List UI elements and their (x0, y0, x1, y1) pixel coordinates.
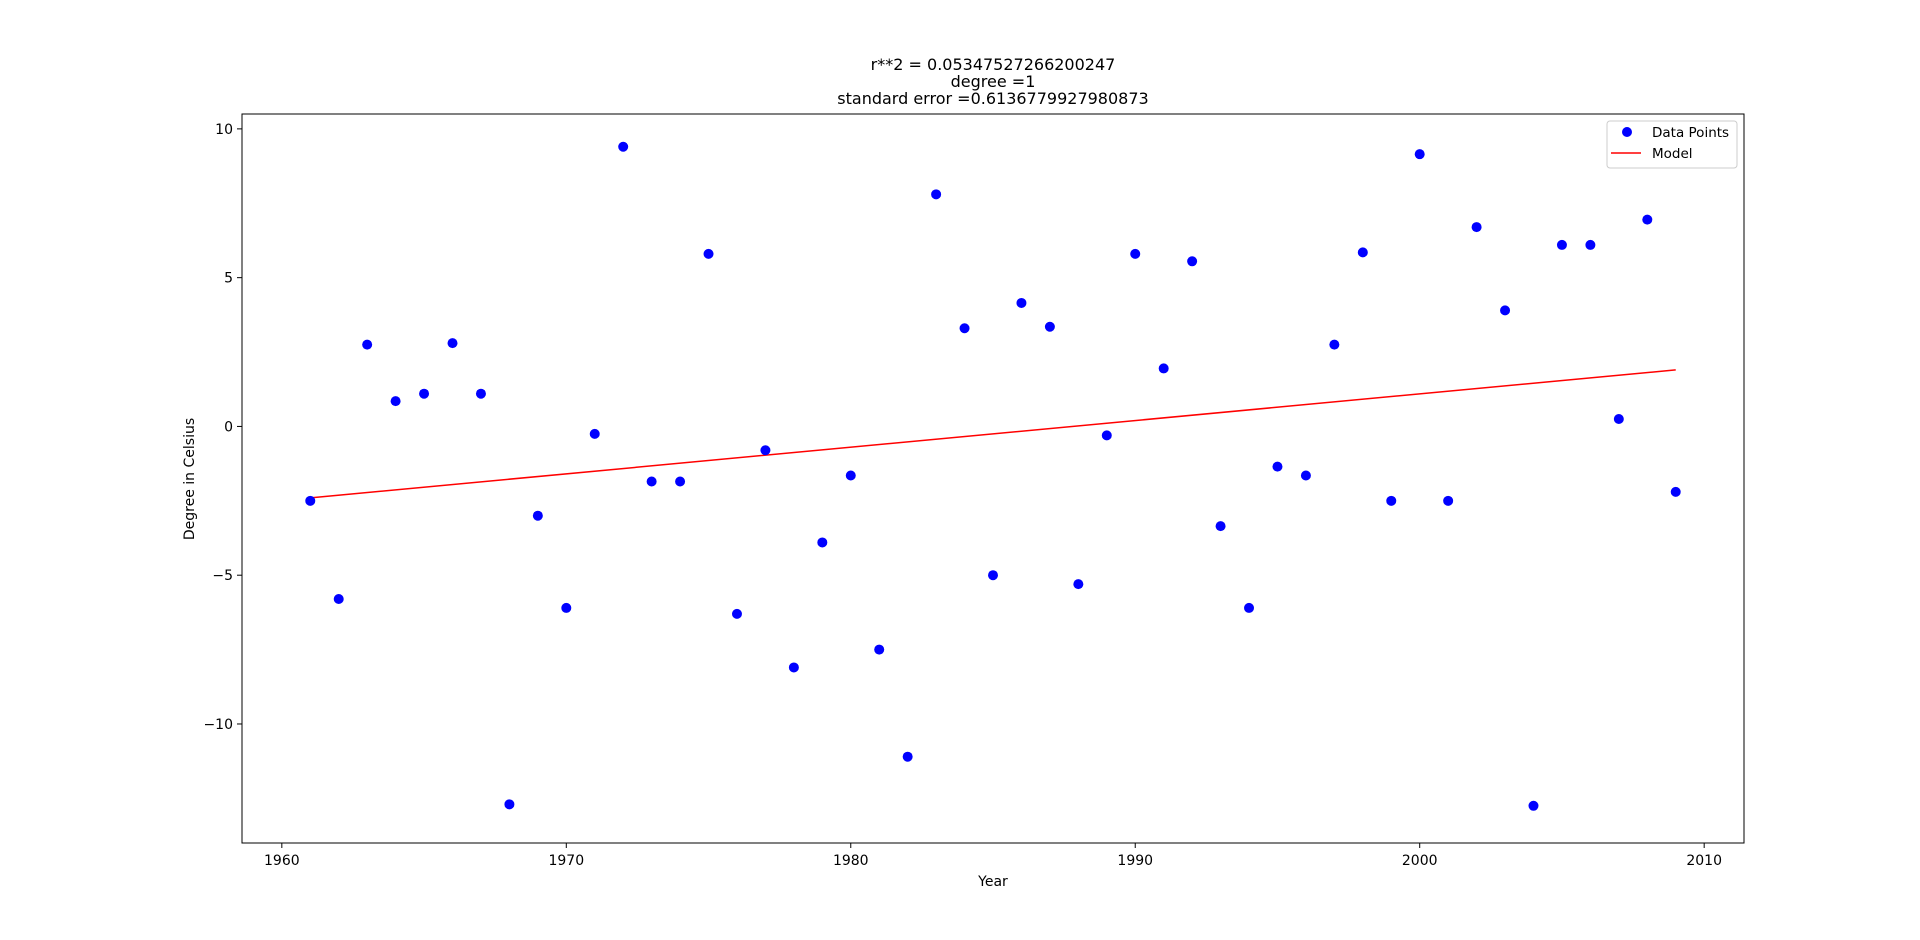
data-point-2008 (1642, 214, 1653, 225)
data-point-1990 (1130, 248, 1141, 259)
data-point-1964 (390, 396, 401, 407)
data-point-2000 (1414, 149, 1425, 160)
x-axis-ticks: 1960 1970 1980 1990 2000 2010 (264, 843, 1722, 869)
data-point-2001 (1443, 495, 1454, 506)
y-axis-ticks: 10 5 0 −5 −10 (203, 122, 242, 733)
data-point-1996 (1300, 470, 1311, 481)
data-point-1972 (618, 141, 629, 152)
legend: Data Points Model (1606, 120, 1738, 169)
data-point-1989 (1101, 430, 1112, 441)
data-point-1979 (817, 537, 828, 548)
legend-label-data-points: Data Points (1652, 125, 1729, 141)
chart-title: r**2 = 0.05347527266200247 degree =1 sta… (837, 55, 1148, 108)
data-point-1999 (1386, 495, 1397, 506)
data-point-1973 (646, 476, 657, 487)
data-point-1974 (675, 476, 686, 487)
y-tick-label-0: 0 (224, 419, 233, 435)
data-point-1963 (362, 339, 373, 350)
data-point-1995 (1272, 461, 1283, 472)
data-point-1966 (447, 338, 458, 349)
x-tick-label-1990: 1990 (1117, 853, 1153, 869)
y-axis-label: Degree in Celsius (182, 418, 198, 540)
legend-marker-data-points (1622, 127, 1632, 137)
data-point-1981 (874, 644, 885, 655)
legend-label-model: Model (1652, 146, 1693, 162)
x-tick-label-2010: 2010 (1686, 853, 1722, 869)
data-point-1971 (589, 428, 600, 439)
plot-area (305, 141, 1681, 811)
x-tick-label-1970: 1970 (548, 853, 584, 869)
title-line-r2: r**2 = 0.05347527266200247 (871, 55, 1116, 74)
data-point-1967 (475, 388, 486, 399)
data-point-1988 (1073, 579, 1084, 590)
model-line (310, 369, 1676, 499)
data-point-2005 (1556, 239, 1567, 250)
data-point-1991 (1158, 363, 1169, 374)
x-tick-label-1980: 1980 (833, 853, 869, 869)
data-point-1969 (532, 510, 543, 521)
title-line-degree: degree =1 (951, 72, 1036, 91)
data-point-1986 (1016, 297, 1027, 308)
data-point-2002 (1471, 222, 1482, 233)
x-tick-label-2000: 2000 (1402, 853, 1438, 869)
data-point-1984 (959, 323, 970, 334)
data-point-1992 (1187, 256, 1198, 267)
data-point-2007 (1613, 413, 1624, 424)
x-tick-label-1960: 1960 (264, 853, 300, 869)
data-point-1982 (902, 751, 913, 762)
data-point-1965 (419, 388, 430, 399)
title-line-standard-error: standard error =0.6136779927980873 (837, 89, 1148, 108)
data-point-1994 (1244, 602, 1255, 613)
data-point-1970 (561, 602, 572, 613)
y-tick-label-5: 5 (224, 271, 233, 287)
data-point-1975 (703, 248, 714, 259)
data-point-1987 (1044, 321, 1055, 332)
data-point-2009 (1670, 486, 1681, 497)
data-point-1978 (788, 662, 799, 673)
data-point-1997 (1329, 339, 1340, 350)
y-tick-label--5: −5 (212, 568, 233, 584)
data-point-2006 (1585, 239, 1596, 250)
data-point-1980 (845, 470, 856, 481)
data-point-2003 (1500, 305, 1511, 316)
data-point-1962 (333, 594, 344, 605)
y-tick-label--10: −10 (203, 717, 233, 733)
data-point-1976 (731, 608, 742, 619)
axes-frame (241, 113, 1745, 844)
x-axis-label: Year (977, 874, 1008, 890)
data-point-1985 (988, 570, 998, 581)
y-tick-label-10: 10 (215, 122, 233, 138)
data-point-1983 (931, 189, 942, 200)
data-point-1968 (504, 799, 515, 810)
legend-box (1606, 120, 1738, 169)
data-point-1977 (760, 445, 771, 456)
data-point-2004 (1528, 800, 1539, 811)
data-point-1961 (305, 495, 316, 506)
data-point-1993 (1215, 521, 1226, 532)
data-point-1998 (1357, 247, 1368, 258)
